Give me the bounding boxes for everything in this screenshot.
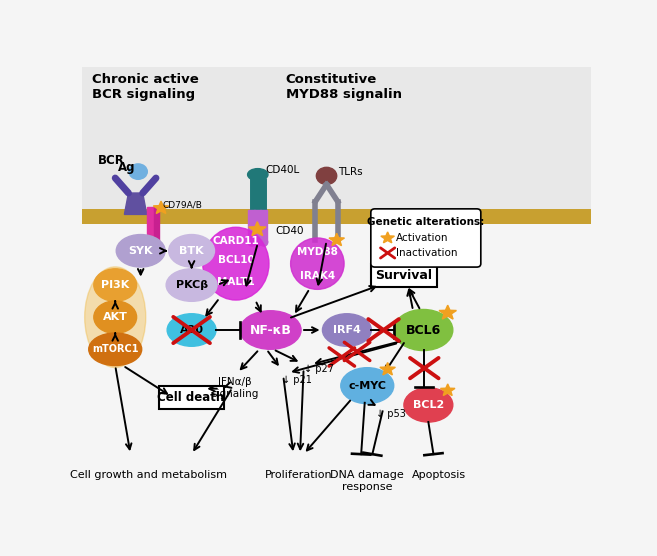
Text: PKCβ: PKCβ [175, 280, 208, 290]
Polygon shape [440, 384, 455, 395]
Text: TLRs: TLRs [338, 167, 363, 177]
Text: BCL6: BCL6 [405, 324, 441, 336]
Text: NF-κB: NF-κB [250, 324, 292, 336]
Text: Activation: Activation [396, 233, 449, 243]
Text: MYD88: MYD88 [297, 247, 338, 257]
FancyBboxPatch shape [82, 67, 591, 216]
Bar [82, 209, 591, 224]
Polygon shape [248, 222, 266, 236]
Bar [254, 210, 261, 242]
Text: Chronic active
BCR signaling: Chronic active BCR signaling [92, 73, 199, 101]
Text: CARD11: CARD11 [212, 236, 260, 246]
Polygon shape [381, 232, 394, 243]
Bar [147, 207, 153, 242]
Text: ↓ p27: ↓ p27 [304, 364, 334, 374]
Text: ↓ p53: ↓ p53 [376, 409, 406, 419]
FancyBboxPatch shape [158, 386, 223, 409]
Circle shape [129, 164, 147, 180]
Circle shape [317, 167, 336, 185]
Text: Apoptosis: Apoptosis [411, 470, 466, 480]
Ellipse shape [169, 235, 214, 267]
Ellipse shape [240, 311, 301, 349]
Text: CD79A/B: CD79A/B [162, 201, 202, 210]
Text: Cell death: Cell death [158, 391, 225, 404]
Text: IRAK4: IRAK4 [300, 271, 335, 281]
Text: IRF4: IRF4 [333, 325, 361, 335]
Polygon shape [329, 234, 344, 246]
Text: Cell growth and metabolism: Cell growth and metabolism [70, 470, 227, 480]
Ellipse shape [85, 267, 146, 368]
Text: Proliferation: Proliferation [265, 470, 332, 480]
Text: Constitutive
MYD88 signalin: Constitutive MYD88 signalin [286, 73, 402, 101]
Ellipse shape [394, 310, 453, 351]
Text: Inactivation: Inactivation [396, 248, 458, 258]
Text: CD40: CD40 [276, 226, 304, 236]
FancyBboxPatch shape [371, 209, 481, 267]
Text: IFNα/β
signaling: IFNα/β signaling [211, 377, 259, 399]
Text: c-MYC: c-MYC [348, 381, 386, 391]
Polygon shape [439, 305, 457, 319]
Ellipse shape [89, 333, 142, 365]
Text: AKT: AKT [102, 312, 127, 322]
Text: BCL2: BCL2 [413, 400, 444, 410]
Ellipse shape [248, 168, 268, 181]
Text: CD40L: CD40L [265, 165, 300, 175]
Ellipse shape [167, 314, 216, 346]
Ellipse shape [94, 269, 137, 301]
Text: DNA damage
response: DNA damage response [330, 470, 404, 492]
Text: Ag: Ag [118, 161, 135, 173]
Polygon shape [124, 193, 147, 215]
Text: Genetic alterations:: Genetic alterations: [367, 216, 484, 226]
Text: BCL10: BCL10 [217, 255, 254, 265]
Ellipse shape [166, 269, 217, 301]
Ellipse shape [323, 314, 371, 346]
Text: MALT1: MALT1 [217, 277, 255, 287]
Ellipse shape [94, 301, 137, 334]
Text: A20: A20 [179, 325, 204, 335]
Text: Survival: Survival [375, 269, 432, 282]
Ellipse shape [260, 239, 267, 246]
Text: BTK: BTK [179, 246, 204, 256]
Text: BCR: BCR [97, 155, 124, 167]
Ellipse shape [290, 238, 344, 289]
Polygon shape [380, 363, 396, 375]
Ellipse shape [404, 388, 453, 422]
Text: PI3K: PI3K [101, 280, 129, 290]
Text: mTORC1: mTORC1 [92, 344, 139, 354]
Ellipse shape [248, 239, 256, 246]
Ellipse shape [203, 227, 269, 300]
Bar [154, 207, 159, 242]
Bar [260, 210, 267, 242]
FancyBboxPatch shape [371, 264, 436, 287]
Bar [248, 210, 255, 242]
Text: SYK: SYK [128, 246, 153, 256]
Ellipse shape [341, 368, 394, 404]
Polygon shape [153, 201, 169, 214]
Ellipse shape [254, 239, 261, 246]
Ellipse shape [116, 235, 165, 267]
Text: ↓ p21: ↓ p21 [283, 375, 312, 385]
